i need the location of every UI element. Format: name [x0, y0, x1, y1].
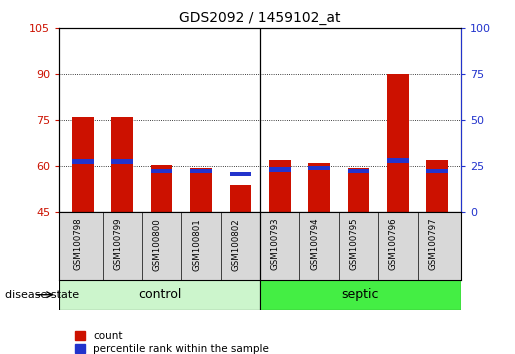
Bar	[269, 167, 290, 172]
Bar	[230, 185, 251, 212]
Bar	[230, 172, 251, 176]
Text: GSM100800: GSM100800	[152, 218, 162, 270]
Bar	[387, 158, 409, 162]
Bar	[190, 169, 212, 173]
Bar	[426, 160, 448, 212]
Text: GSM100795: GSM100795	[350, 218, 358, 270]
Bar	[260, 280, 461, 310]
Text: GSM100798: GSM100798	[74, 218, 83, 270]
Text: GSM100797: GSM100797	[428, 218, 437, 270]
Text: GSM100793: GSM100793	[271, 218, 280, 270]
Bar	[269, 160, 290, 212]
Text: GSM100794: GSM100794	[310, 218, 319, 270]
Bar	[426, 169, 448, 173]
Bar	[387, 74, 409, 212]
Bar	[111, 160, 133, 164]
Text: GSM100801: GSM100801	[192, 218, 201, 270]
Bar	[72, 160, 94, 164]
Bar	[59, 280, 260, 310]
Bar	[308, 166, 330, 170]
Text: GSM100796: GSM100796	[389, 218, 398, 270]
Bar	[308, 163, 330, 212]
Bar	[151, 165, 173, 212]
Text: septic: septic	[342, 288, 379, 301]
Bar	[151, 169, 173, 173]
Bar	[111, 117, 133, 212]
Bar	[348, 168, 369, 212]
Bar	[190, 168, 212, 212]
Text: disease state: disease state	[5, 290, 79, 300]
Text: control: control	[138, 288, 181, 301]
Text: GSM100799: GSM100799	[113, 218, 122, 270]
Title: GDS2092 / 1459102_at: GDS2092 / 1459102_at	[179, 11, 341, 24]
Text: GSM100802: GSM100802	[231, 218, 241, 270]
Bar	[348, 169, 369, 173]
Legend: count, percentile rank within the sample: count, percentile rank within the sample	[75, 331, 269, 354]
Bar	[72, 117, 94, 212]
